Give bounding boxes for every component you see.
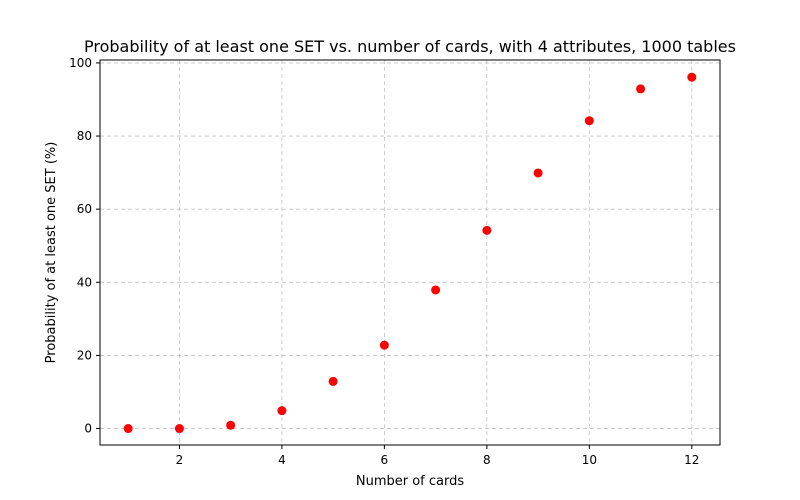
y-tick-label: 60 bbox=[77, 202, 92, 216]
data-point bbox=[584, 116, 594, 126]
data-point bbox=[174, 424, 184, 434]
y-tick-label: 20 bbox=[77, 348, 92, 362]
data-point bbox=[687, 72, 697, 82]
x-tick-label: 12 bbox=[684, 453, 699, 467]
data-point bbox=[533, 168, 543, 178]
data-point bbox=[431, 285, 441, 295]
y-tick-label: 80 bbox=[77, 129, 92, 143]
y-axis-label: Probability of at least one SET (%) bbox=[44, 142, 59, 364]
x-tick-label: 8 bbox=[483, 453, 491, 467]
y-tick-label: 40 bbox=[77, 275, 92, 289]
x-axis-label: Number of cards bbox=[356, 474, 464, 489]
data-point bbox=[482, 225, 492, 235]
data-point bbox=[277, 406, 287, 416]
data-point bbox=[379, 340, 389, 350]
data-point bbox=[123, 424, 133, 434]
data-point bbox=[328, 376, 338, 386]
data-points bbox=[123, 72, 697, 434]
x-tick-label: 4 bbox=[278, 453, 286, 467]
x-tick-label: 10 bbox=[582, 453, 597, 467]
plot-frame bbox=[99, 59, 721, 446]
chart-title: Probability of at least one SET vs. numb… bbox=[84, 37, 736, 56]
data-point bbox=[636, 84, 646, 94]
grid-lines bbox=[100, 60, 720, 445]
y-tick-label: 0 bbox=[84, 422, 92, 436]
x-tick-label: 2 bbox=[176, 453, 184, 467]
x-tick-label: 6 bbox=[381, 453, 389, 467]
y-tick-label: 100 bbox=[69, 56, 92, 70]
data-point bbox=[226, 420, 236, 430]
axis-ticks: 2 4 6 8 10 12 0 20 40 60 80 100 bbox=[69, 56, 699, 467]
